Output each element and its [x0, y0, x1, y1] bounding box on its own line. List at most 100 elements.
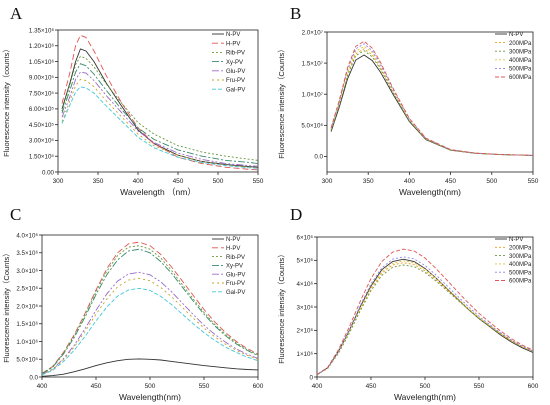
legend-label: Xy-PV	[226, 264, 243, 270]
legend-label: Gal-PV	[226, 290, 245, 296]
y-tick-label: 9.00×10⁵	[29, 75, 55, 82]
x-tick-label: 550	[253, 178, 264, 185]
panel-letter-d: D	[290, 205, 303, 224]
legend-label: Rib-PV	[226, 51, 245, 57]
series-line-n-pv	[61, 48, 258, 168]
series-line-rib-pv	[61, 55, 258, 161]
y-tick-label: 1.20×10⁶	[29, 43, 55, 50]
chart-c-svg: 400 450 500 550 600 0.0 5.0×10⁵ 1.0×10⁶ 1.5×10⁶ 2…	[2, 232, 264, 402]
y-tick-label: 1.05×10⁶	[29, 59, 55, 66]
y-axis-label: Fluorescence intensity（counts）	[2, 45, 11, 157]
y-tick-label: 0.00	[42, 169, 55, 176]
x-tick-label: 400	[37, 383, 48, 390]
y-tick-label: 1.5×10⁷	[302, 60, 323, 67]
series-line-xy-pv	[42, 248, 258, 375]
x-axis-label: Wavelength （nm）	[120, 187, 196, 197]
series-line-glu-pv	[61, 71, 258, 167]
legend-label: 400MPa	[509, 58, 532, 64]
x-tick-label: 350	[363, 178, 374, 185]
y-axis-label: Fluorescence intensity（Counts）	[277, 45, 286, 158]
series-line-600mpa	[330, 40, 533, 156]
chart-d-svg: 400 450 500 550 600 0 1×10⁶ 2×10⁶ 3×10⁶ 4×10⁶ 5×10…	[277, 234, 539, 402]
x-tick-label: 300	[53, 178, 64, 185]
series-line-glu-pv	[42, 271, 258, 375]
series-line-rib-pv	[42, 245, 258, 374]
y-tick-label: 2×10⁶	[297, 328, 314, 335]
y-tick-label: 2.5×10⁶	[16, 286, 38, 293]
x-tick-label: 550	[528, 178, 539, 185]
y-tick-label: 3×10⁶	[297, 304, 314, 311]
x-tick-label: 450	[91, 383, 102, 390]
x-tick-label: 500	[213, 178, 224, 185]
y-tick-label: 1.35×10⁶	[29, 27, 55, 34]
x-tick-label: 400	[404, 178, 415, 185]
legend-label: Glu-PV	[226, 272, 245, 278]
legend-label: N-PV	[226, 32, 240, 38]
chart-a-svg: 300 350 400 450 500 550 0.00 1.50×10⁵ 3.00×10⁵ 4.…	[2, 27, 264, 197]
y-tick-label: 1×10⁶	[297, 351, 314, 358]
y-tick-label: 1.0×10⁷	[302, 92, 323, 99]
y-tick-label: 0	[310, 374, 314, 381]
series-line-fru-pv	[61, 78, 258, 169]
series-line-300mpa	[317, 264, 533, 376]
series-line-500mpa	[317, 256, 533, 376]
x-tick-label: 500	[420, 383, 431, 390]
legend-label: 300MPa	[509, 49, 532, 55]
series-line-gal-pv	[42, 287, 258, 376]
y-tick-label: 2.0×10⁶	[16, 303, 38, 310]
chart-panel-c: 400 450 500 550 600 0.0 5.0×10⁵ 1.0×10⁶ 1.5×10⁶ 2…	[0, 203, 275, 405]
legend-label: Xy-PV	[226, 60, 243, 66]
legend-label: H-PV	[226, 246, 240, 252]
legend-label: Gal-PV	[226, 87, 245, 93]
legend-label: Rib-PV	[226, 255, 245, 261]
chart-panel-a: 300 350 400 450 500 550 0.00 1.50×10⁵ 3.00×10⁵ 4.…	[0, 0, 275, 202]
y-tick-label: 4.0×10⁶	[16, 232, 38, 239]
series-line-n-pv	[42, 358, 258, 377]
y-tick-label: 4.50×10⁵	[29, 122, 55, 129]
series-line-h-pv	[42, 241, 258, 374]
y-tick-label: 3.00×10⁵	[29, 138, 55, 145]
x-axis-label: Wavelength(nm)	[394, 392, 456, 402]
series-line-500mpa	[330, 43, 533, 156]
legend-label: 500MPa	[509, 67, 532, 73]
y-axis-label: Fluorescence intensity（Counts）	[277, 250, 286, 363]
legend-label: H-PV	[226, 41, 240, 47]
legend-label: 200MPa	[509, 41, 532, 47]
legend-label: 300MPa	[509, 254, 532, 260]
y-tick-label: 0.0	[314, 154, 323, 161]
chart-b-svg: 300 350 400 450 500 550 0.0 5.0×10⁶ 1.0×10⁷ 1.5×1…	[277, 29, 539, 197]
x-tick-label: 600	[253, 383, 264, 390]
y-tick-label: 4×10⁶	[297, 281, 314, 288]
y-tick-label: 1.50×10⁵	[29, 154, 55, 161]
x-tick-label: 350	[93, 178, 104, 185]
series-line-400mpa	[330, 45, 533, 156]
legend-label: Fru-PV	[226, 78, 245, 84]
legend-label: 200MPa	[509, 246, 532, 252]
series-line-n-pv	[317, 258, 533, 376]
y-axis-label: Fluorescence intensity（Counts）	[2, 249, 11, 362]
y-tick-label: 5×10⁶	[297, 258, 314, 265]
legend-label: 600MPa	[509, 75, 532, 81]
series-line-fru-pv	[42, 277, 258, 375]
panel-letter-b: B	[290, 4, 302, 23]
series-line-200mpa	[330, 48, 533, 156]
legend-label: 500MPa	[509, 270, 532, 276]
x-tick-label: 300	[322, 178, 333, 185]
x-tick-label: 550	[199, 383, 210, 390]
legend-label: N-PV	[509, 237, 523, 243]
series-line-600mpa	[317, 248, 533, 376]
y-tick-label: 1.0×10⁶	[16, 339, 38, 346]
y-tick-label: 6.00×10⁵	[29, 106, 55, 113]
plot-frame	[326, 31, 534, 173]
x-tick-label: 400	[133, 178, 144, 185]
legend-label: Glu-PV	[226, 69, 245, 75]
series-line-gal-pv	[61, 86, 258, 169]
legend-label: N-PV	[509, 32, 523, 38]
series-line-n-pv	[330, 54, 533, 156]
x-tick-label: 500	[145, 383, 156, 390]
y-tick-label: 5.0×10⁵	[16, 357, 38, 364]
x-tick-label: 500	[486, 178, 497, 185]
plot-frame	[57, 29, 259, 173]
y-tick-label: 1.5×10⁶	[16, 321, 38, 328]
x-axis-label: Wavelength(nm)	[119, 392, 181, 402]
